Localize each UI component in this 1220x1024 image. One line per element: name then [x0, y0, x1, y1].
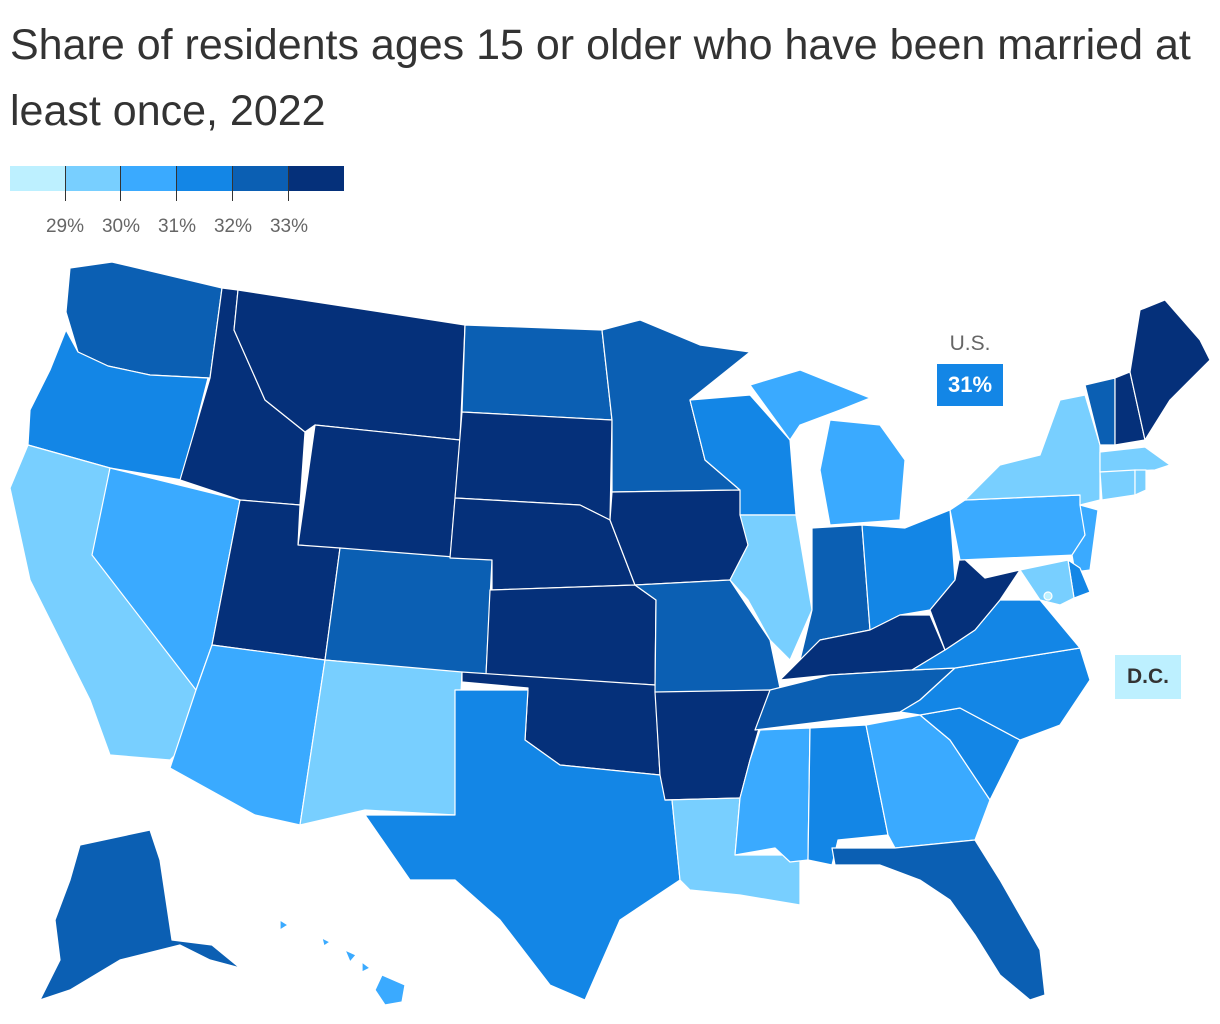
us-average-badge: 31%	[937, 364, 1003, 406]
state-ri	[1134, 469, 1147, 496]
state-fl	[831, 839, 1046, 1001]
legend-swatch-5	[232, 166, 289, 191]
legend-bar	[10, 166, 345, 191]
state-nm	[299, 659, 463, 826]
legend-swatch-2	[65, 166, 122, 191]
us-choropleth-map	[9, 261, 1211, 1006]
legend-label-33: 33%	[269, 216, 309, 237]
state-tx	[364, 689, 681, 1001]
legend-label-30: 30%	[101, 216, 141, 237]
state-ma	[1099, 446, 1171, 473]
state-ak	[39, 829, 241, 1001]
legend-label-32: 32%	[213, 216, 253, 237]
legend-label-29: 29%	[45, 216, 85, 237]
color-legend: 29% 30% 31% 32% 33%	[10, 166, 350, 246]
legend-tick	[288, 166, 289, 201]
legend-swatch-1	[10, 166, 66, 191]
state-me	[1129, 299, 1211, 441]
state-co	[324, 547, 493, 676]
state-ia	[609, 489, 749, 586]
state-wy	[297, 424, 461, 561]
legend-label-31: 31%	[157, 216, 197, 237]
state-nd	[461, 324, 613, 421]
chart-title: Share of residents ages 15 or older who …	[10, 21, 1191, 135]
state-dc	[1043, 591, 1053, 601]
legend-tick	[65, 166, 66, 201]
legend-tick	[120, 166, 121, 201]
state-ct	[1099, 469, 1136, 501]
us-average-label: U.S.	[949, 332, 991, 355]
state-md	[1019, 559, 1075, 606]
legend-tick	[232, 166, 233, 201]
legend-swatch-6	[288, 166, 345, 191]
state-nc	[899, 647, 1091, 741]
legend-swatch-4	[177, 166, 233, 191]
state-ny	[964, 394, 1101, 506]
legend-swatch-3	[121, 166, 178, 191]
state-hi	[279, 919, 406, 1006]
state-mi	[749, 369, 906, 526]
state-ks	[485, 584, 657, 686]
state-pa	[949, 494, 1086, 561]
state-il	[729, 514, 813, 661]
dc-badge: D.C.	[1115, 655, 1181, 699]
legend-tick	[176, 166, 177, 201]
